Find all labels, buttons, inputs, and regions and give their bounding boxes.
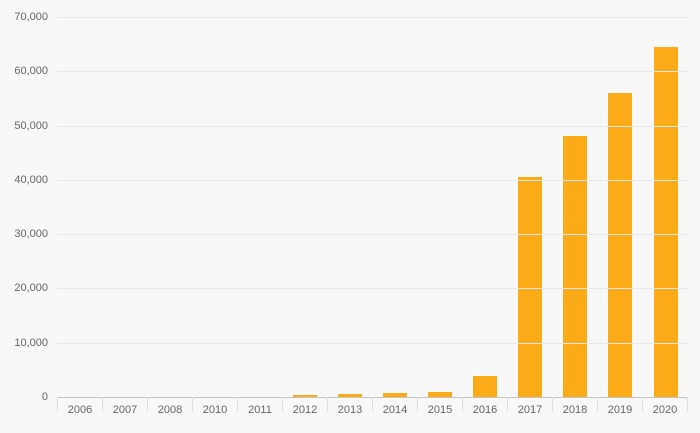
x-axis-label-2016: 2016 bbox=[462, 397, 507, 416]
gridline bbox=[57, 179, 688, 181]
x-axis-label-2007: 2007 bbox=[102, 397, 147, 416]
bar-slot bbox=[327, 17, 372, 397]
bar-slot bbox=[373, 17, 418, 397]
gridline bbox=[57, 288, 688, 290]
gridline bbox=[57, 17, 688, 18]
bar-2012[interactable] bbox=[292, 395, 317, 397]
bar-2017[interactable] bbox=[518, 177, 543, 397]
gridline bbox=[57, 71, 688, 73]
x-axis: 2006 2007 2008 2010 2011 2012 2013 2014 2015 2016… bbox=[57, 397, 688, 422]
bar-slot bbox=[508, 17, 553, 397]
bar-slot bbox=[57, 17, 102, 397]
bar-slot bbox=[237, 17, 282, 397]
bar-slot bbox=[102, 17, 147, 397]
bars-container bbox=[57, 17, 688, 397]
y-axis-tick-label: 70,000 bbox=[14, 11, 48, 23]
bar-2016[interactable] bbox=[473, 376, 498, 397]
x-axis-label-2006: 2006 bbox=[57, 397, 102, 416]
y-axis-tick-label: 0 bbox=[41, 391, 48, 403]
y-axis-tick-label: 60,000 bbox=[14, 65, 48, 78]
gridline bbox=[57, 342, 688, 344]
bar-slot bbox=[643, 17, 688, 397]
x-axis-label-2012: 2012 bbox=[282, 397, 327, 416]
x-axis-label-2013: 2013 bbox=[327, 397, 372, 416]
x-axis-label-2010: 2010 bbox=[192, 397, 237, 416]
x-axis-label-2019: 2019 bbox=[597, 397, 642, 416]
x-axis-label-2014: 2014 bbox=[372, 397, 417, 416]
y-axis-tick-label: 50,000 bbox=[14, 119, 48, 132]
bar-2013[interactable] bbox=[338, 394, 362, 397]
y-axis-tick-label: 30,000 bbox=[14, 228, 48, 241]
x-axis-label-2017: 2017 bbox=[507, 397, 552, 416]
gridline bbox=[57, 125, 688, 127]
x-axis-label-2011: 2011 bbox=[237, 397, 282, 416]
bar-2015[interactable] bbox=[428, 392, 453, 397]
bar-slot bbox=[282, 17, 327, 397]
bar-slot bbox=[147, 17, 192, 397]
bar-2014[interactable] bbox=[383, 393, 408, 397]
y-axis-tick-label: 20,000 bbox=[14, 282, 48, 295]
bar-slot bbox=[598, 17, 643, 397]
bar-2020[interactable] bbox=[653, 46, 678, 397]
bar-slot bbox=[192, 17, 237, 397]
bar-2019[interactable] bbox=[608, 93, 633, 397]
bar-slot bbox=[418, 17, 463, 397]
gridline bbox=[57, 234, 688, 236]
x-axis-label-2015: 2015 bbox=[417, 397, 462, 416]
y-axis-tick-label: 10,000 bbox=[14, 336, 48, 349]
x-axis-label-2018: 2018 bbox=[552, 397, 597, 416]
bar-slot bbox=[553, 17, 598, 397]
bar-slot bbox=[463, 17, 508, 397]
bar-2018[interactable] bbox=[563, 136, 588, 397]
x-axis-label-2020: 2020 bbox=[642, 397, 688, 416]
y-axis-tick-label: 40,000 bbox=[14, 173, 48, 186]
plot-area: 70,000 60,000 50,000 40,000 30,000 20,000 10,0… bbox=[14, 11, 688, 403]
x-axis-label-2008: 2008 bbox=[147, 397, 192, 416]
